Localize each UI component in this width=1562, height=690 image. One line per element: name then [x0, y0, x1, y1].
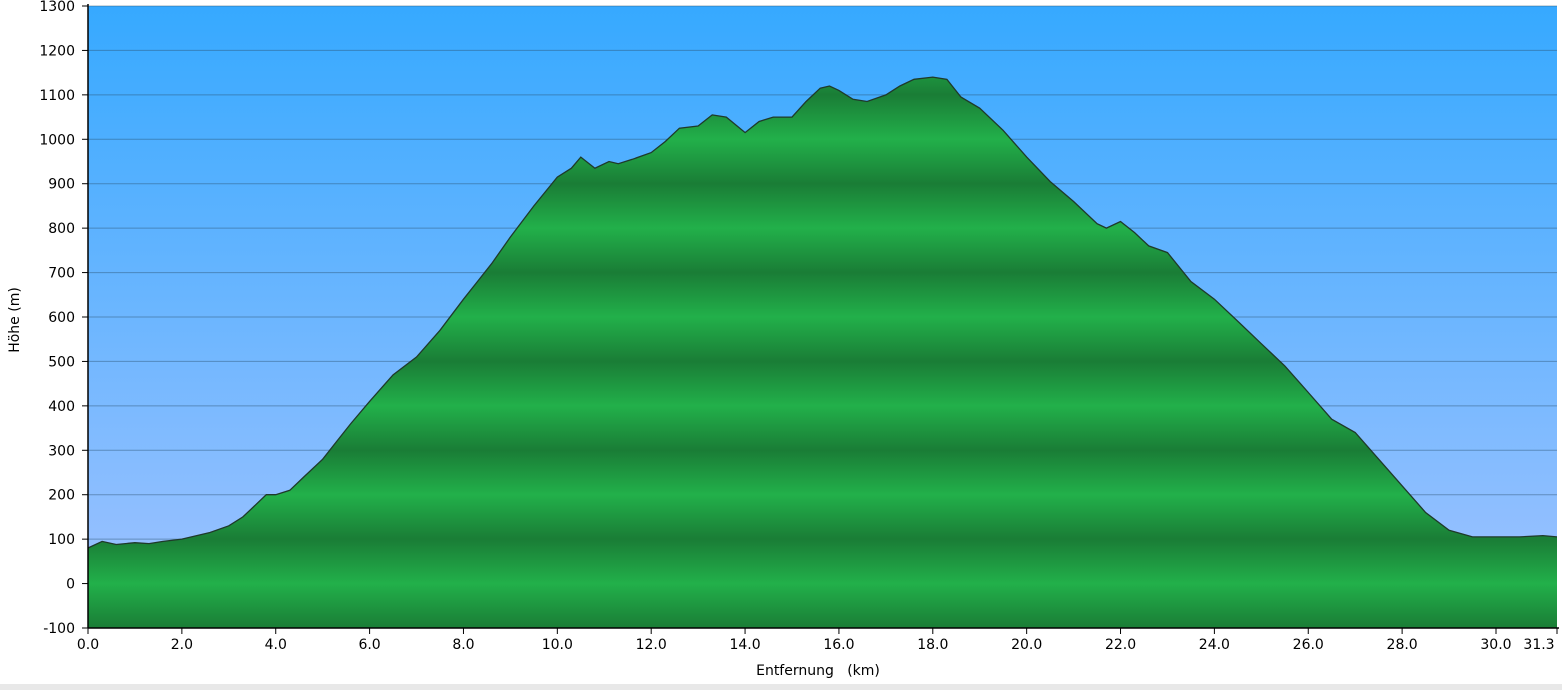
x-tick-label: 28.0: [1387, 637, 1418, 653]
y-tick-label: 800: [48, 221, 75, 237]
y-tick-label: 100: [48, 532, 75, 548]
y-tick-label: 1300: [39, 0, 75, 15]
footer-strip: [0, 684, 1562, 690]
y-tick-label: 1200: [39, 43, 75, 59]
axes: [87, 4, 1559, 629]
x-tick-label: 12.0: [636, 637, 667, 653]
x-tick-label: 26.0: [1293, 637, 1324, 653]
x-tick-label: 22.0: [1105, 637, 1136, 653]
x-tick-label: 16.0: [823, 637, 854, 653]
y-tick-label: 700: [48, 266, 75, 282]
y-tick-label: 1100: [39, 88, 75, 104]
x-tick-label: 20.0: [1011, 637, 1042, 653]
y-tick-label: 500: [48, 354, 75, 370]
x-tick-label: 24.0: [1199, 637, 1230, 653]
y-tick-label: -100: [43, 621, 75, 637]
x-tick-label: 2.0: [171, 637, 193, 653]
x-tick-label: 18.0: [917, 637, 948, 653]
x-tick-label: 4.0: [265, 637, 287, 653]
y-tick-labels: -100 0 100 200 300 400 500 600 700 800 900 1000 1100…: [39, 0, 88, 637]
x-tick-label: 6.0: [358, 637, 380, 653]
y-tick-label: 1000: [39, 132, 75, 148]
y-tick-label: 200: [48, 488, 75, 504]
x-tick-label: 8.0: [452, 637, 474, 653]
x-axis-title: Entfernung (km): [756, 663, 880, 679]
x-tick-labels: 0.0 2.0 4.0 6.0 8.0 10.0 12.0 14.0 16.0 18.0 20.0 2…: [77, 628, 1558, 653]
x-tick-label: 0.0: [77, 637, 99, 653]
x-tick-label: 30.0: [1480, 637, 1511, 653]
x-tick-label: 31.3: [1523, 637, 1554, 653]
x-tick-label: 14.0: [729, 637, 760, 653]
y-tick-label: 0: [66, 577, 75, 593]
y-tick-label: 300: [48, 443, 75, 459]
elevation-line: [88, 76, 1557, 549]
elevation-area: [88, 77, 1557, 628]
y-axis-title: Höhe (m): [7, 287, 23, 353]
x-tick-label: 10.0: [542, 637, 573, 653]
y-tick-label: 600: [48, 310, 75, 326]
y-tick-label: 400: [48, 399, 75, 415]
y-tick-label: 900: [48, 177, 75, 193]
